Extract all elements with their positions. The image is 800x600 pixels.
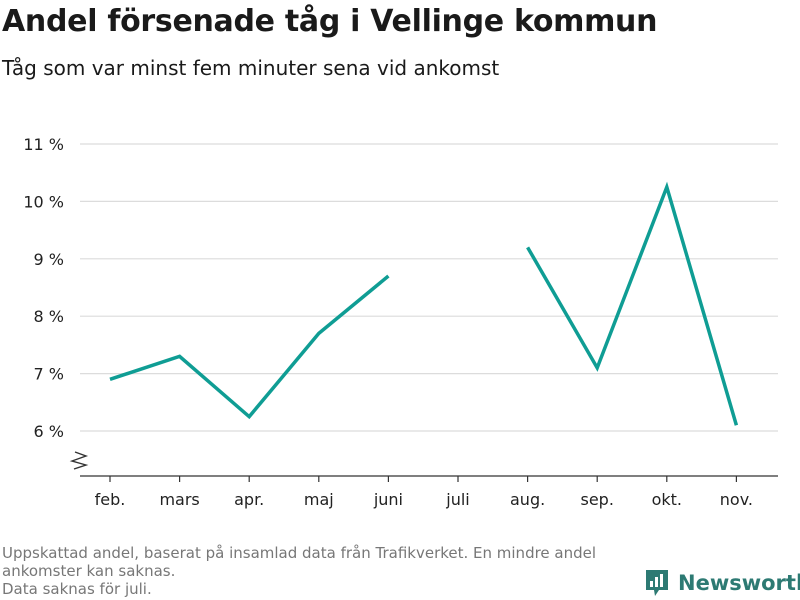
series-line-segment — [526, 181, 739, 426]
y-tick-label: 6 % — [34, 422, 64, 441]
brand-logo: Newsworthy — [644, 568, 800, 598]
x-tick-label: nov. — [720, 490, 753, 509]
y-tick-label: 9 % — [34, 250, 64, 269]
x-tick-label: okt. — [652, 490, 682, 509]
footnote-line-1: Uppskattad andel, baserat på insamlad da… — [2, 544, 597, 562]
chart-title: Andel försenade tåg i Vellinge kommun — [2, 4, 658, 39]
x-tick-label: aug. — [510, 490, 545, 509]
y-axis-tick-labels: 6 % 7 % 8 % 9 % 10 % 11 % — [23, 135, 64, 441]
x-tick-label: feb. — [95, 490, 126, 509]
axis-break-icon — [69, 451, 89, 470]
footnote: Uppskattad andel, baserat på insamlad da… — [2, 544, 642, 598]
y-tick-label: 10 % — [23, 192, 64, 211]
brand-name: Newsworthy — [678, 571, 800, 595]
x-tick-label: apr. — [234, 490, 264, 509]
y-tick-label: 11 % — [23, 135, 64, 154]
newsworthy-logo-icon — [646, 570, 668, 596]
gridlines — [80, 143, 778, 432]
series-lines — [109, 181, 739, 426]
footnote-line-2: ankomster kan saknas. — [2, 562, 176, 580]
y-tick-label: 7 % — [34, 365, 64, 384]
x-tick-label: juni — [373, 490, 403, 509]
x-axis: feb. mars apr. maj juni juli aug. sep. okt. nov. — [69, 451, 778, 509]
line-chart: 6 % 7 % 8 % 9 % 10 % 11 % feb. mars apr. maj juni… — [23, 135, 778, 509]
x-tick-label: mars — [159, 490, 199, 509]
y-tick-label: 8 % — [34, 307, 64, 326]
series-line-segment — [109, 274, 390, 420]
x-tick-label: sep. — [580, 490, 613, 509]
x-tick-label: juli — [445, 490, 469, 509]
footnote-line-3: Data saknas för juli. — [2, 580, 152, 598]
chart-subtitle: Tåg som var minst fem minuter sena vid a… — [2, 56, 500, 80]
x-tick-label: maj — [304, 490, 334, 509]
